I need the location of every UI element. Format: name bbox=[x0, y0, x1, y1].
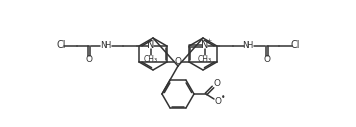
Text: Cl: Cl bbox=[290, 40, 300, 50]
Text: O: O bbox=[85, 55, 92, 65]
Text: H: H bbox=[246, 41, 252, 50]
Text: O: O bbox=[174, 57, 182, 66]
Text: O: O bbox=[264, 55, 271, 65]
Text: +: + bbox=[206, 38, 212, 44]
Text: CH₃: CH₃ bbox=[144, 54, 158, 64]
Text: H: H bbox=[104, 41, 110, 50]
Text: O: O bbox=[214, 80, 220, 89]
Text: N: N bbox=[201, 40, 209, 50]
Text: N: N bbox=[242, 41, 248, 50]
Text: •: • bbox=[221, 93, 225, 102]
Text: O: O bbox=[215, 97, 221, 106]
Text: CH₃: CH₃ bbox=[198, 54, 212, 64]
Text: N: N bbox=[147, 40, 155, 50]
Text: N: N bbox=[100, 41, 106, 50]
Text: Cl: Cl bbox=[56, 40, 66, 50]
